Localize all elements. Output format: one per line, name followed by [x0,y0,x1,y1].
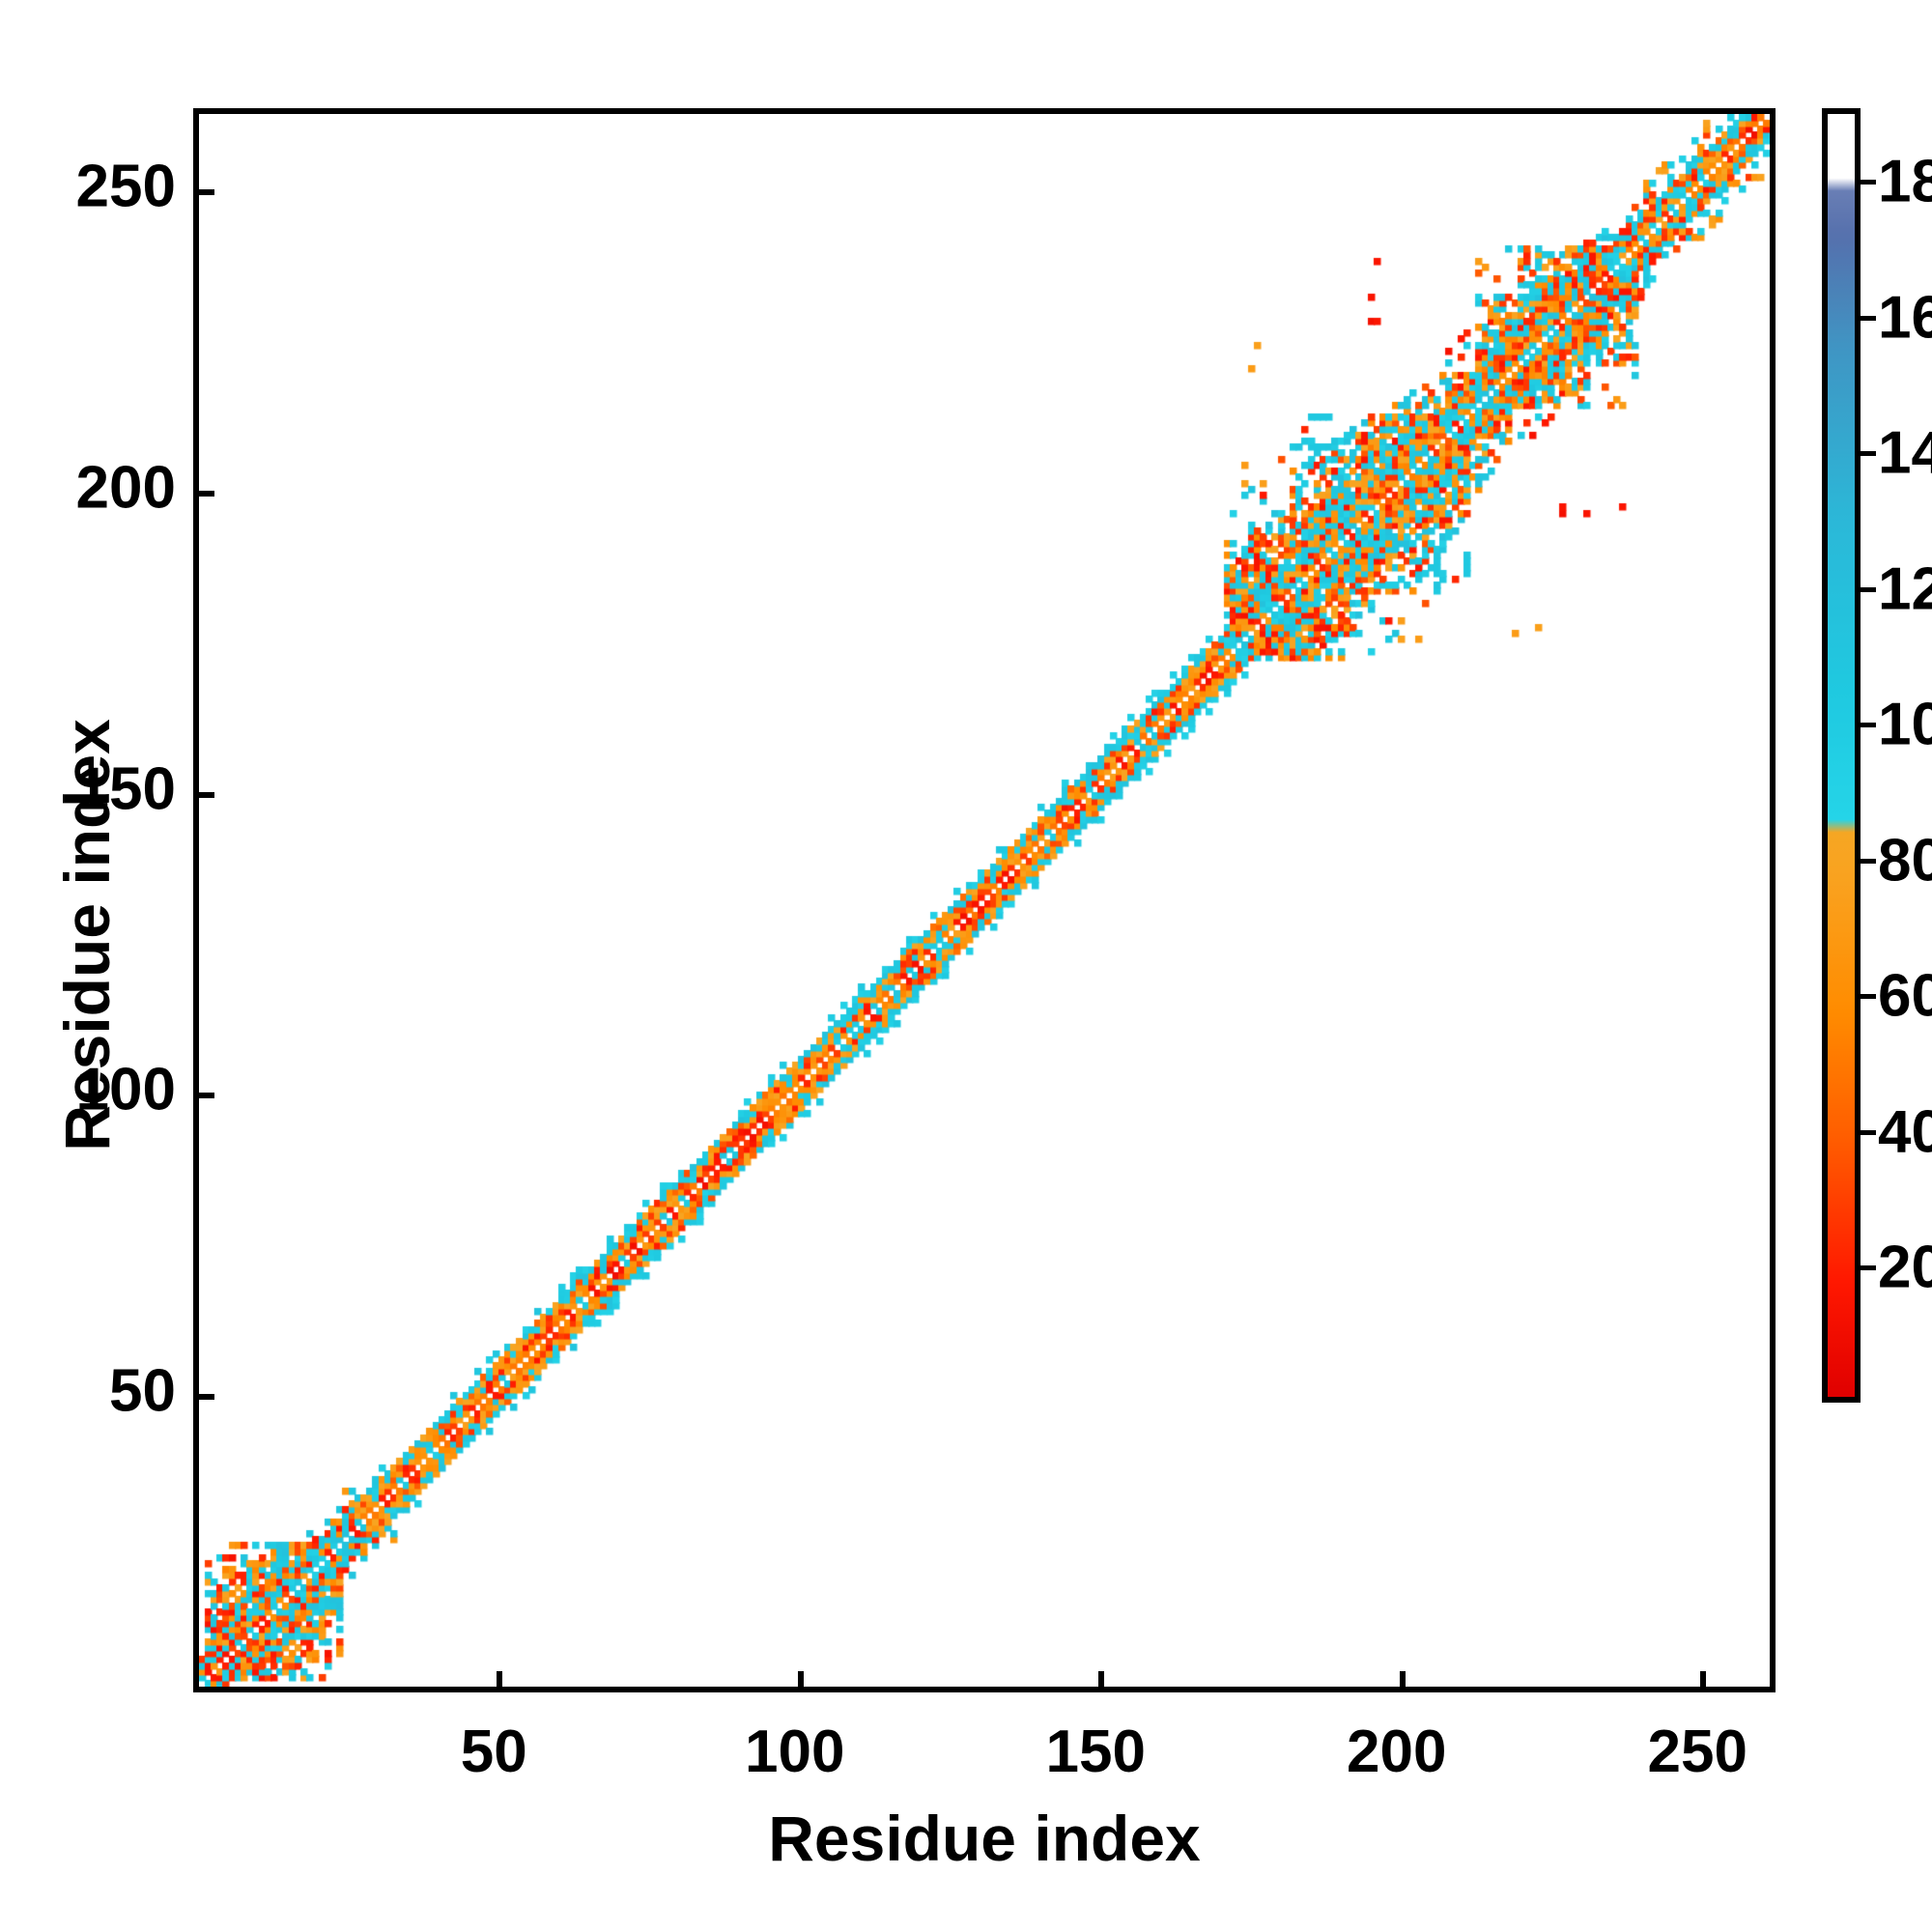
colorbar-tick-label-140: 140 [1878,419,1932,487]
colorbar-tick-label-60: 60 [1878,962,1932,1030]
x-tick-200 [1399,1671,1406,1687]
x-tick-label-150: 150 [1045,1719,1146,1785]
colorbar-tick-label-20: 20 [1878,1234,1932,1301]
x-tick-150 [1098,1671,1105,1687]
x-tick-label-100: 100 [745,1719,845,1785]
x-axis-title: Residue index [768,1803,1201,1874]
x-tick-label-250: 250 [1647,1719,1747,1785]
colorbar-gradient [1828,114,1855,1397]
x-tick-label-50: 50 [460,1719,527,1785]
colorbar-tick-label-80: 80 [1878,827,1932,895]
colorbar-tick-180 [1861,180,1876,185]
colorbar-tick-80 [1861,858,1876,864]
colorbar-tick-label-100: 100 [1878,691,1932,758]
contact-map-plot-area[interactable] [193,108,1776,1692]
colorbar-tick-140 [1861,451,1876,457]
colorbar-tick-120 [1861,586,1876,592]
colorbar-tick-40 [1861,1129,1876,1135]
y-tick-250 [199,188,214,195]
colorbar-tick-label-180: 180 [1878,148,1932,215]
x-tick-label-200: 200 [1347,1719,1447,1785]
colorbar-tick-20 [1861,1265,1876,1271]
y-tick-100 [199,1093,214,1099]
colorbar-tick-100 [1861,723,1876,728]
x-tick-100 [797,1671,804,1687]
colorbar-tick-label-160: 160 [1878,284,1932,352]
y-tick-150 [199,791,214,798]
x-tick-50 [497,1671,503,1687]
colorbar-tick-160 [1861,315,1876,321]
contact-map-heatmap[interactable] [199,114,1770,1687]
colorbar-tick-label-120: 120 [1878,555,1932,623]
y-tick-50 [199,1394,214,1401]
colorbar-tick-60 [1861,994,1876,1000]
y-tick-200 [199,490,214,497]
colorbar[interactable]: 20 40 60 80 100 120 140 160 180 [1822,108,1932,1403]
y-axis-title: Residue index [51,719,123,1151]
colorbar-border [1822,108,1861,1403]
x-tick-250 [1700,1671,1707,1687]
colorbar-tick-label-40: 40 [1878,1098,1932,1166]
